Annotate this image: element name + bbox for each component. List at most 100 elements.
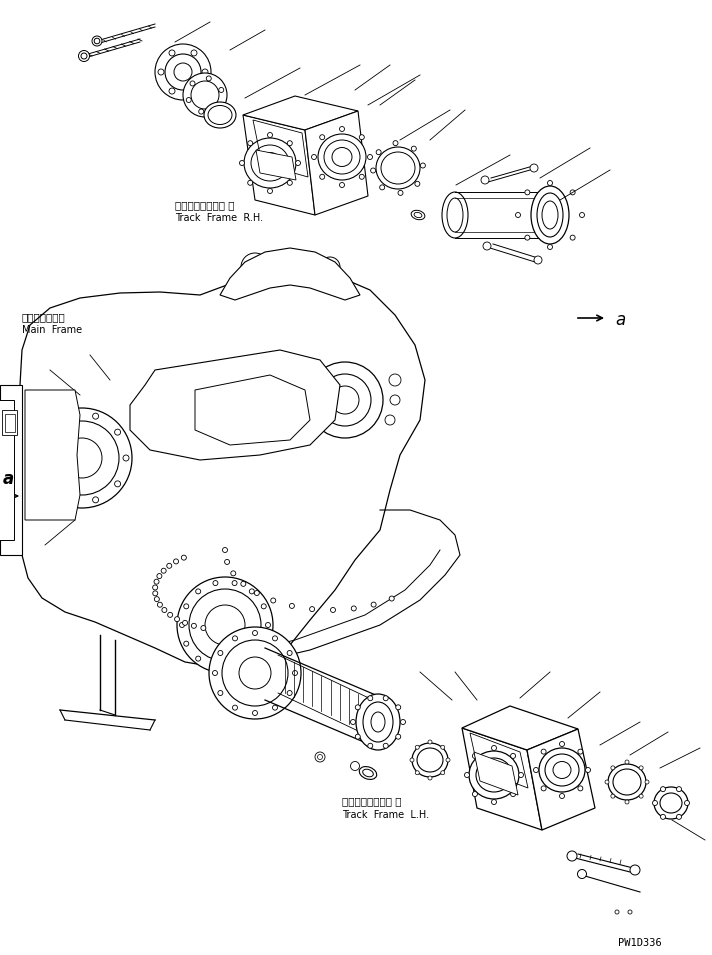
- Ellipse shape: [324, 140, 360, 174]
- Polygon shape: [15, 270, 425, 667]
- Circle shape: [241, 253, 269, 281]
- Circle shape: [201, 626, 206, 630]
- Circle shape: [548, 244, 553, 249]
- Circle shape: [578, 786, 583, 791]
- Circle shape: [202, 69, 208, 75]
- Circle shape: [560, 794, 565, 798]
- Circle shape: [360, 175, 365, 180]
- Circle shape: [379, 185, 384, 190]
- Ellipse shape: [376, 147, 420, 189]
- Circle shape: [66, 414, 71, 419]
- Text: Main  Frame: Main Frame: [22, 325, 82, 335]
- Circle shape: [268, 133, 273, 138]
- Circle shape: [248, 140, 253, 146]
- Circle shape: [249, 656, 254, 661]
- Circle shape: [184, 604, 189, 609]
- Circle shape: [525, 190, 530, 195]
- Circle shape: [231, 571, 236, 576]
- Circle shape: [268, 188, 273, 194]
- Circle shape: [530, 164, 538, 172]
- Circle shape: [630, 865, 640, 875]
- Ellipse shape: [417, 748, 443, 772]
- Circle shape: [32, 408, 132, 508]
- Circle shape: [567, 851, 577, 861]
- Circle shape: [93, 414, 98, 419]
- Circle shape: [183, 73, 227, 117]
- Circle shape: [218, 650, 223, 655]
- Circle shape: [331, 386, 359, 414]
- Circle shape: [152, 585, 157, 590]
- Ellipse shape: [476, 758, 512, 792]
- Circle shape: [182, 621, 187, 626]
- Ellipse shape: [332, 147, 352, 166]
- Circle shape: [446, 758, 450, 762]
- Circle shape: [222, 547, 228, 553]
- Circle shape: [177, 577, 273, 673]
- Circle shape: [35, 455, 41, 461]
- Circle shape: [287, 690, 292, 695]
- Circle shape: [385, 415, 395, 425]
- Circle shape: [515, 213, 520, 218]
- Circle shape: [191, 50, 197, 56]
- Circle shape: [428, 740, 432, 744]
- Circle shape: [93, 497, 98, 503]
- Circle shape: [271, 598, 276, 603]
- Circle shape: [233, 705, 238, 711]
- Circle shape: [312, 155, 317, 159]
- Text: PW1D336: PW1D336: [618, 938, 661, 948]
- Ellipse shape: [469, 751, 519, 799]
- Ellipse shape: [414, 212, 422, 218]
- Circle shape: [115, 429, 120, 435]
- Circle shape: [213, 581, 218, 585]
- Circle shape: [187, 97, 192, 102]
- Polygon shape: [130, 350, 340, 460]
- Circle shape: [169, 88, 175, 94]
- Circle shape: [611, 766, 615, 770]
- Circle shape: [191, 81, 219, 109]
- Circle shape: [253, 711, 258, 715]
- Circle shape: [534, 256, 542, 264]
- Ellipse shape: [537, 193, 563, 237]
- Ellipse shape: [531, 186, 569, 244]
- Circle shape: [158, 69, 164, 75]
- Circle shape: [541, 749, 546, 754]
- Circle shape: [351, 605, 356, 611]
- Circle shape: [676, 815, 681, 819]
- Circle shape: [213, 665, 218, 669]
- Ellipse shape: [251, 145, 289, 181]
- Circle shape: [639, 795, 643, 798]
- Ellipse shape: [259, 153, 281, 174]
- Bar: [2, 410, 17, 435]
- Circle shape: [115, 481, 120, 487]
- Circle shape: [628, 910, 632, 914]
- Circle shape: [167, 612, 172, 617]
- Circle shape: [383, 743, 388, 749]
- Circle shape: [368, 743, 373, 749]
- Circle shape: [415, 745, 419, 750]
- Circle shape: [389, 596, 394, 601]
- Circle shape: [410, 758, 414, 762]
- Circle shape: [491, 799, 496, 804]
- Circle shape: [205, 605, 245, 645]
- Circle shape: [518, 773, 523, 777]
- Polygon shape: [474, 752, 518, 795]
- Circle shape: [320, 135, 325, 139]
- Circle shape: [367, 155, 372, 159]
- Circle shape: [155, 44, 211, 100]
- Polygon shape: [0, 400, 14, 540]
- Polygon shape: [305, 111, 368, 215]
- Circle shape: [533, 768, 538, 773]
- Circle shape: [570, 190, 575, 195]
- Circle shape: [196, 589, 201, 594]
- Circle shape: [577, 869, 587, 879]
- Circle shape: [293, 670, 298, 675]
- Circle shape: [625, 760, 629, 764]
- Circle shape: [398, 190, 403, 196]
- Circle shape: [249, 589, 254, 594]
- Circle shape: [169, 50, 175, 56]
- Ellipse shape: [371, 712, 385, 732]
- Circle shape: [206, 76, 211, 81]
- Ellipse shape: [208, 105, 232, 124]
- Circle shape: [340, 126, 345, 132]
- Circle shape: [191, 88, 197, 94]
